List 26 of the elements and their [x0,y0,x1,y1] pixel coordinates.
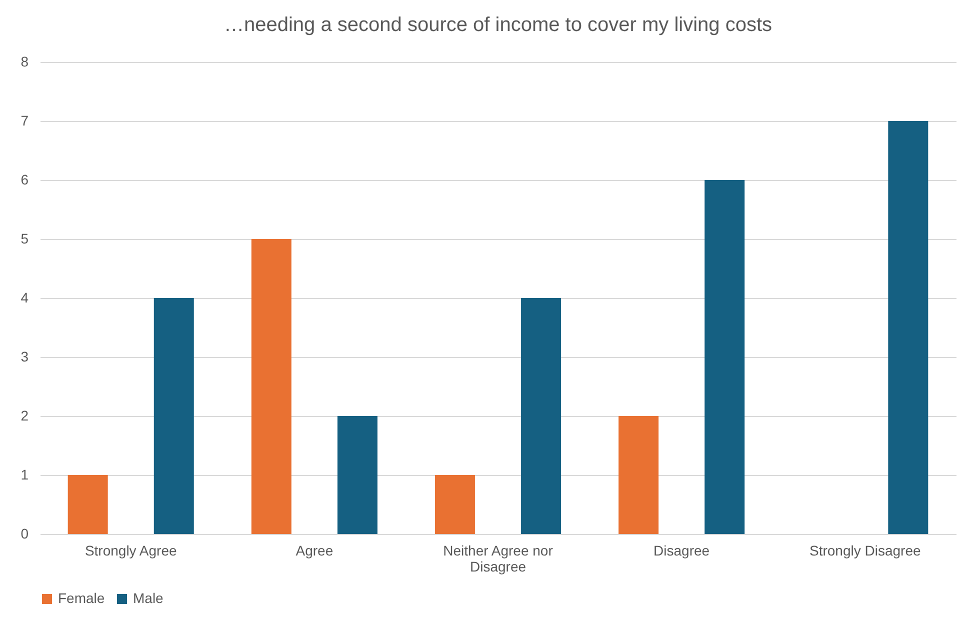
x-tick-label: Strongly Disagree [809,542,921,558]
y-tick-label: 8 [20,54,29,70]
y-tick-label: 5 [20,230,29,246]
legend-label: Male [133,590,164,606]
bar [68,475,108,534]
bar [704,180,745,534]
bar [618,416,659,534]
y-tick-label: 3 [20,348,29,364]
y-tick-label: 4 [20,290,29,306]
bar [434,475,475,534]
legend-label: Female [58,590,105,606]
chart-title: …needing a second source of income to cover my living costs [224,14,772,36]
x-tick-label: Disagree [654,542,710,558]
bar [337,416,378,534]
x-tick-label: Neither Agree nor Disagree [443,542,554,574]
y-tick-label: 2 [20,408,29,424]
y-tick-label: 7 [20,112,29,128]
bar [154,298,194,534]
y-tick-label: 0 [20,526,29,542]
x-tick-label: Agree [296,542,334,558]
y-tick-label: 1 [20,466,29,482]
y-tick-label: 6 [20,172,29,188]
x-tick-label: Strongly Agree [84,542,177,558]
bar [888,121,928,534]
bar [251,239,292,534]
bar [521,298,562,534]
